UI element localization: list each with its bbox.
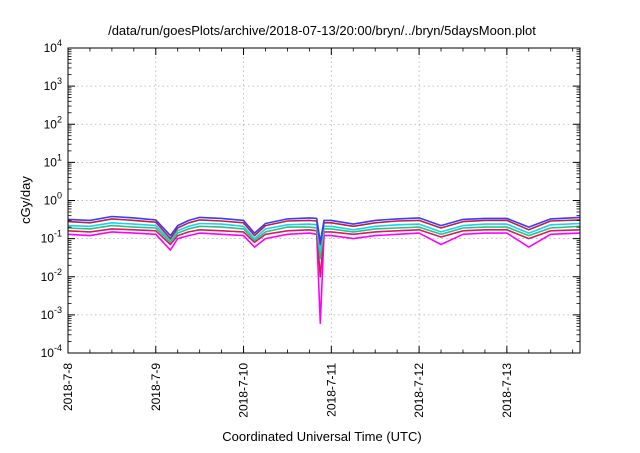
y-tick-label: 10-1 <box>41 229 62 246</box>
y-tick-label: 102 <box>44 114 62 131</box>
x-tick-label: 2018-7-13 <box>500 363 514 418</box>
x-tick-label: 2018-7-11 <box>324 363 338 417</box>
series-line <box>67 231 581 325</box>
y-tick-label: 10-4 <box>41 343 62 360</box>
series-line <box>67 222 581 251</box>
series-line <box>67 228 581 278</box>
x-tick-label: 2018-7-9 <box>149 363 163 411</box>
series-line <box>67 224 581 260</box>
x-axis-label: Coordinated Universal Time (UTC) <box>222 429 421 444</box>
y-axis-label: cGy/day <box>18 176 33 224</box>
grid-layer <box>68 48 580 353</box>
x-tick-label: 2018-7-8 <box>61 363 75 411</box>
x-tick-labels: 2018-7-8 2018-7-9 2018-7-10 2018-7-11 2018-7… <box>61 363 514 418</box>
x-tick-label: 2018-7-12 <box>412 363 426 418</box>
chart-title: /data/run/goesPlots/archive/2018-07-13/2… <box>108 23 536 38</box>
y-tick-label: 104 <box>44 38 62 55</box>
series-line <box>67 215 581 244</box>
y-tick-label: 100 <box>44 191 62 208</box>
y-tick-label: 10-2 <box>41 267 62 284</box>
series-layer <box>67 215 581 325</box>
series-line <box>67 218 581 246</box>
tick-layer <box>67 47 580 354</box>
y-tick-label: 101 <box>44 152 62 169</box>
y-tick-label: 10-3 <box>41 305 62 322</box>
y-tick-labels: 10-4 10-3 10-2 10-1 100 101 102 103 104 <box>41 38 62 360</box>
x-tick-label: 2018-7-10 <box>237 363 251 418</box>
y-tick-label: 103 <box>44 76 62 93</box>
